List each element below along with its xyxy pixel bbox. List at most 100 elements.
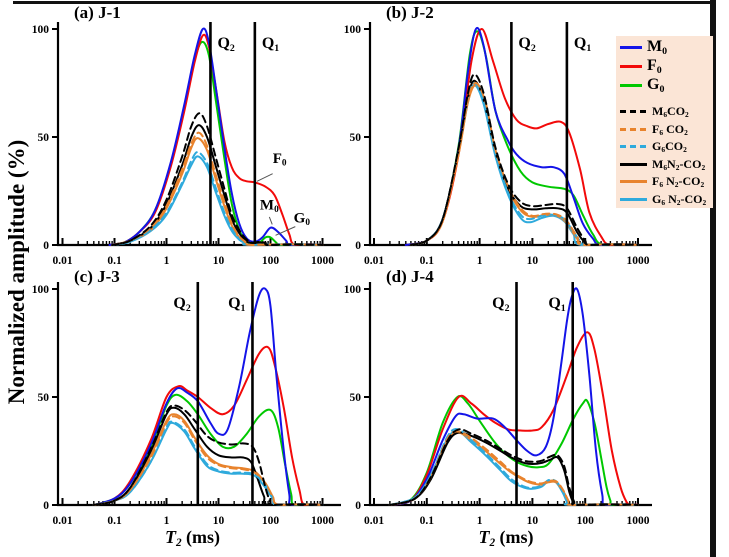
x-tick-label: 100 [262, 515, 280, 527]
curve-G6CO2 [388, 428, 639, 506]
curve-F6CO2 [388, 430, 639, 506]
curve-M6N2CO2 [388, 431, 639, 506]
x-tick-label: 1 [164, 255, 170, 267]
x-tick-label: 10 [213, 255, 225, 267]
x-tick-label: 0.01 [364, 255, 384, 267]
q1-label: Q1 [548, 295, 565, 314]
legend-item-M0: M0 [620, 38, 713, 57]
panel-title-J-2: (b) J-2 [386, 3, 434, 22]
legend-item-M6CO2: M6CO2 [620, 103, 713, 121]
legend-label-M6N2CO2: M6N2-CO2 [652, 156, 706, 172]
annotation-label-M0: M0 [260, 197, 279, 215]
annotation-leader-G0 [275, 226, 296, 236]
x-tick-label: 0.1 [420, 515, 435, 527]
legend-line-sample-F0 [620, 65, 642, 68]
q1-label: Q1 [574, 35, 591, 54]
curve-G6N2CO2 [388, 430, 639, 506]
legend-line-sample-F6N2CO2 [620, 180, 647, 184]
q2-label: Q2 [492, 295, 509, 314]
curve-G6CO2 [111, 151, 324, 246]
x-tick-label: 100 [262, 255, 280, 267]
y-tick-label: 50 [350, 392, 362, 404]
q1-label: Q1 [228, 295, 245, 314]
x-tick-label: 10 [527, 255, 539, 267]
panel-J-1: 0.01 0.1 1 10 100 1000 0 50 100 Q2 Q1 (a) J-1 F0 M0 G0 [32, 3, 341, 267]
legend-label-G6N2CO2: G6 N2-CO2 [652, 191, 707, 207]
curve-F6CO2 [92, 415, 324, 506]
x-tick-label: 0.01 [364, 515, 384, 527]
curve-F6CO2 [111, 131, 324, 246]
legend-line-sample-G6CO2 [620, 145, 647, 149]
legend-label-F6N2CO2: F6 N2-CO2 [652, 174, 705, 190]
legend-item-G0: G0 [620, 76, 713, 95]
legend-line-sample-M6N2CO2 [620, 162, 647, 166]
frame-top-border [13, 1, 713, 4]
y-tick-label: 0 [355, 240, 361, 252]
x-axis-title: T2 (ms) [165, 527, 220, 549]
legend-item-G6N2CO2: G6 N2-CO2 [620, 191, 713, 209]
legend-label-F0: F0 [647, 57, 662, 76]
legend-item-F6N2CO2: F6 N2-CO2 [620, 173, 713, 191]
legend: M0 F0 G0 M6CO2 F6 CO2 G6CO2 M6N2-CO2 F6 N2-CO2 G… [616, 36, 713, 208]
curve-M6CO2 [92, 404, 324, 506]
x-tick-label: 100 [577, 515, 595, 527]
legend-label-G6CO2: G6CO2 [652, 139, 687, 155]
x-tick-label: 10 [527, 515, 539, 527]
legend-label-G0: G0 [647, 76, 665, 95]
x-tick-label: 0.1 [107, 515, 122, 527]
curve-M6CO2 [111, 112, 324, 246]
legend-line-sample-G6N2CO2 [620, 197, 647, 201]
x-tick-label: 0.01 [52, 515, 72, 527]
x-tick-label: 1000 [311, 255, 334, 267]
curve-M0 [108, 27, 324, 246]
curve-M0 [92, 287, 324, 506]
y-tick-label: 50 [350, 132, 362, 144]
y-tick-label: 0 [43, 500, 49, 512]
y-tick-label: 100 [344, 284, 362, 296]
q1-label: Q1 [262, 35, 279, 54]
q2-label: Q2 [518, 35, 535, 54]
curve-F0 [108, 33, 324, 246]
y-tick-label: 100 [32, 284, 50, 296]
y-tick-label: 100 [344, 24, 362, 36]
y-tick-label: 0 [355, 500, 361, 512]
y-axis-title: Normalized amplitude (%) [4, 139, 29, 405]
x-tick-label: 0.01 [52, 255, 72, 267]
curve-M0 [388, 287, 639, 506]
annotation-leader-M0 [268, 216, 273, 225]
legend-label-M0: M0 [647, 38, 668, 57]
x-tick-label: 1000 [627, 515, 650, 527]
legend-line-sample-G0 [620, 84, 642, 87]
panel-J-4: 0.01 0.1 1 10 100 1000 0 50 100 Q2 Q1 (d) J-4 T2 (ms… [344, 267, 652, 549]
legend-item-F6CO2: F6 CO2 [620, 121, 713, 139]
frame-right-border [710, 0, 716, 557]
panel-title-J-1: (a) J-1 [74, 3, 121, 22]
x-tick-label: 1000 [627, 255, 650, 267]
legend-gap [620, 95, 713, 103]
legend-label-M6CO2: M6CO2 [652, 104, 689, 120]
x-tick-label: 1 [477, 255, 483, 267]
legend-line-sample-F6CO2 [620, 127, 647, 131]
annotation-label-F0: F0 [273, 151, 287, 169]
x-axis-title: T2 (ms) [478, 527, 533, 549]
x-tick-label: 100 [577, 255, 595, 267]
legend-line-sample-M0 [620, 46, 642, 49]
panel-title-J-3: (c) J-3 [74, 267, 120, 286]
x-tick-label: 10 [213, 515, 225, 527]
curve-G0 [388, 395, 639, 506]
x-tick-label: 0.1 [420, 255, 435, 267]
y-tick-label: 0 [43, 240, 49, 252]
curve-M6CO2 [409, 73, 639, 246]
legend-item-M6N2CO2: M6N2-CO2 [620, 156, 713, 174]
x-tick-label: 0.1 [107, 255, 122, 267]
annotation-leader-F0 [256, 173, 273, 182]
x-tick-label: 1 [477, 515, 483, 527]
curve-F0 [388, 331, 639, 506]
panel-J-3: 0.01 0.1 1 10 100 1000 0 50 100 Q2 Q1 (c) J-3 T2 (ms… [32, 267, 341, 549]
q2-label: Q2 [173, 295, 190, 314]
x-tick-label: 1 [164, 515, 170, 527]
curve-G6N2CO2 [409, 84, 639, 246]
legend-label-F6CO2: F6 CO2 [652, 121, 688, 137]
